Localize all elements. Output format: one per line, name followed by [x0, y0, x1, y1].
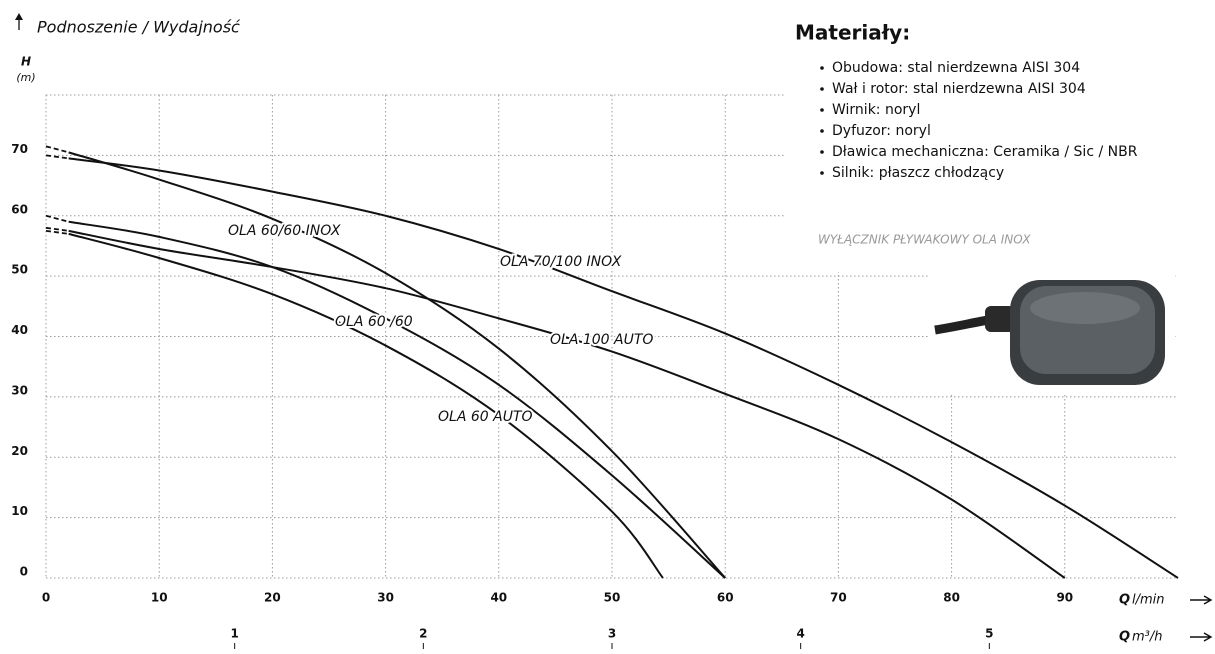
y-tick-label: 70: [11, 142, 28, 156]
x-tick-label: 90: [1056, 591, 1073, 605]
series-label: OLA 70/100 INOX: [500, 254, 622, 270]
x-unit: l/min: [1132, 593, 1165, 608]
curves: OLA 70/100 INOX OLA 60/60 INOX OLA 100 AUT…: [45, 145, 1179, 579]
float-switch-image: [934, 280, 1165, 385]
x2-unit: m³/h: [1132, 630, 1163, 645]
bullet: [820, 129, 824, 133]
bullet: [820, 87, 824, 91]
y-tick-label: 0: [20, 565, 28, 579]
x-tick-label: 10: [151, 591, 168, 605]
panel-title: Materiały:: [795, 21, 910, 45]
curve: [68, 157, 1179, 579]
panel-item: Dławica mechaniczna: Ceramika / Sic / NB…: [832, 144, 1138, 160]
y-tick-label: 20: [11, 444, 28, 458]
curve-extrapolation: [45, 226, 69, 232]
curve: [68, 232, 664, 579]
y-label: H: [21, 55, 31, 69]
x-tick-label: 40: [490, 591, 507, 605]
panel-list: Obudowa: stal nierdzewna AISI 304 Wał i r…: [820, 60, 1138, 181]
series-label: OLA 100 AUTO: [550, 332, 653, 348]
panel-item: Dyfuzor: noryl: [832, 123, 931, 139]
curve: [68, 220, 726, 579]
x2-tick-label: 3: [608, 627, 616, 641]
bullet: [820, 150, 824, 154]
image-caption: WYŁĄCZNIK PŁYWAKOWY OLA INOX: [818, 233, 1031, 247]
curve-extrapolation: [45, 154, 69, 160]
x2-arrow: [1190, 632, 1213, 642]
panel-item: Silnik: płaszcz chłodzący: [832, 165, 1004, 181]
series-label: OLA 60 AUTO: [438, 409, 533, 425]
bullet: [820, 171, 824, 175]
y-arrowhead: [15, 13, 23, 20]
y-unit: (m): [16, 71, 35, 84]
x-tick-label: 0: [42, 591, 50, 605]
bullet: [820, 66, 824, 70]
y-tick-label: 50: [11, 263, 28, 277]
x2-label: Q: [1119, 630, 1130, 645]
y-tick-label: 60: [11, 202, 28, 216]
panel-bg: [785, 0, 1215, 272]
curve-extrapolation: [45, 229, 69, 235]
x-tick-label: 50: [604, 591, 621, 605]
panel-item: Wał i rotor: stal nierdzewna AISI 304: [832, 81, 1086, 97]
x-tick-label: 20: [264, 591, 281, 605]
x2-tick-label: 1: [230, 627, 238, 641]
series-label: OLA 60 /60: [335, 314, 413, 330]
x-label: Q: [1119, 593, 1130, 608]
y-tick-label: 30: [11, 383, 28, 397]
y-tick-label: 10: [11, 504, 28, 518]
curve-extrapolation: [45, 145, 69, 154]
y-tick-label: 40: [11, 323, 28, 337]
x-tick-label: 70: [830, 591, 847, 605]
x-tick-label: 80: [943, 591, 960, 605]
panel-item: Wirnik: noryl: [832, 102, 920, 118]
curve: [68, 151, 726, 579]
series-label: OLA 60/60 INOX: [228, 223, 341, 239]
panel-item: Obudowa: stal nierdzewna AISI 304: [832, 60, 1080, 76]
x2-tick-label: 2: [419, 627, 427, 641]
x-tick-label: 30: [377, 591, 394, 605]
x-tick-label: 60: [717, 591, 734, 605]
curve: [68, 229, 1066, 579]
x2-tick-label: 5: [985, 627, 993, 641]
bullet: [820, 108, 824, 112]
chart-title: Podnoszenie / Wydajność: [37, 18, 241, 37]
x2-tick-label: 4: [796, 627, 804, 641]
x-arrow: [1190, 595, 1213, 605]
curve-extrapolation: [45, 214, 69, 223]
